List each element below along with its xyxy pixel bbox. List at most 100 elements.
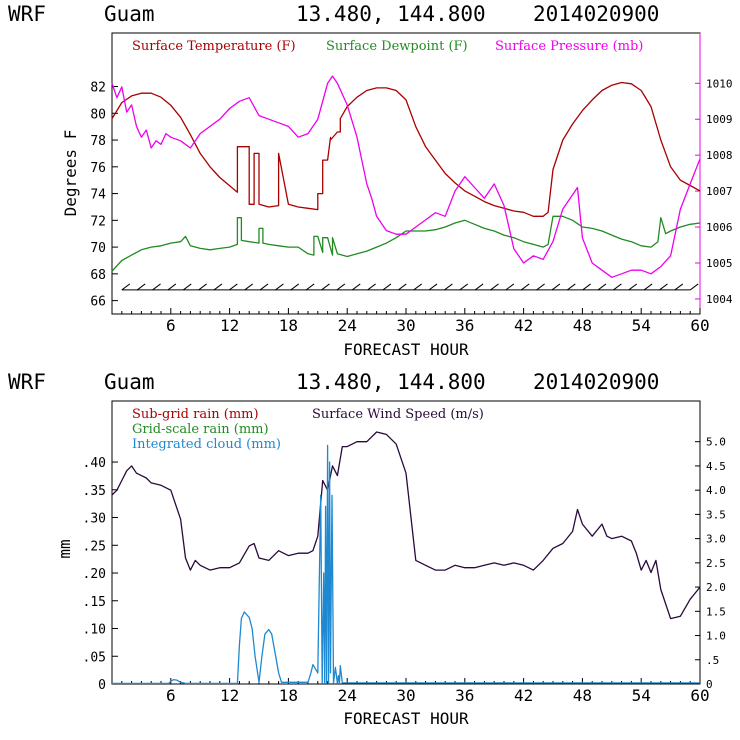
y2-tick-label: 3.0 — [706, 533, 726, 546]
bottom-legend: Sub-grid rain (mm) Surface Wind Speed (m… — [132, 407, 484, 452]
y-tick-label: 72 — [90, 214, 106, 229]
legend-dewpoint: Surface Dewpoint (F) — [326, 39, 468, 54]
y2-tick-label: 2.0 — [706, 581, 726, 594]
x-tick-label: 18 — [279, 316, 298, 335]
top-y-axis-title: Degrees F — [61, 130, 80, 217]
legend-subgrid-rain: Sub-grid rain (mm) — [132, 407, 259, 422]
bottom-header: WRF Guam 13.480, 144.800 2014020900 — [8, 370, 659, 394]
top-y2-ticks: 1004 1005 1006 1007 1008 1009 1010 — [695, 77, 733, 306]
wind-barb — [659, 283, 668, 291]
wind-barb — [428, 283, 438, 291]
y2-tick-label: 4.5 — [706, 460, 726, 473]
legend-gridscale-rain: Grid-scale rain (mm) — [132, 422, 269, 437]
wind-barb — [152, 283, 161, 291]
y2-tick-label: 1009 — [706, 113, 733, 126]
y2-tick-label: 4.0 — [706, 484, 726, 497]
x-tick-label: 54 — [632, 316, 651, 335]
wind-barb — [275, 283, 284, 291]
x-tick-label: 12 — [220, 686, 239, 705]
y-tick-label: .10 — [83, 623, 106, 638]
y-tick-label: 74 — [90, 188, 106, 203]
top-legend: Surface Temperature (F) Surface Dewpoint… — [132, 39, 643, 54]
x-tick-label: 36 — [455, 686, 474, 705]
wind-barb — [336, 283, 346, 291]
x-tick-label: 60 — [690, 686, 709, 705]
wind-barb — [121, 283, 131, 291]
y2-tick-label: 0 — [706, 678, 713, 691]
wind-barb — [613, 283, 622, 291]
wind-barb — [520, 283, 530, 291]
wind-barb — [444, 283, 453, 291]
legend-integrated-cloud: Integrated cloud (mm) — [132, 437, 281, 452]
y-tick-label: 0 — [98, 678, 106, 693]
y-tick-label: 68 — [90, 268, 106, 283]
x-tick-label: 24 — [338, 686, 357, 705]
y2-tick-label: 3.5 — [706, 508, 726, 521]
y2-tick-label: 5.0 — [706, 436, 726, 449]
wind-barb — [229, 283, 238, 291]
x-tick-label: 48 — [573, 316, 592, 335]
y2-tick-label: 1007 — [706, 185, 733, 198]
top-series-group — [111, 75, 701, 278]
wind-barb — [198, 283, 207, 291]
x-tick-label: 12 — [220, 316, 239, 335]
bottom-model-label: WRF — [8, 370, 46, 394]
top-init-label: 2014020900 — [533, 2, 659, 26]
bottom-x-axis-title: FORECAST HOUR — [343, 709, 469, 728]
wind-barb — [167, 283, 177, 291]
y-tick-label: .25 — [83, 539, 106, 554]
wind-barb — [413, 283, 422, 291]
top-location-label: Guam — [104, 2, 155, 26]
wind-barb — [213, 283, 223, 291]
x-tick-label: 30 — [396, 686, 415, 705]
x-tick-label: 18 — [279, 686, 298, 705]
bottom-y-ticks: 0 .05 .10 .15 .20 .25 .30 .35 .40 — [83, 456, 118, 693]
wind-barb — [244, 283, 253, 291]
wind-barb — [674, 283, 684, 291]
top-plot-frame — [111, 32, 701, 315]
wind-barb — [136, 283, 146, 291]
top-model-label: WRF — [8, 2, 46, 26]
wind-barb — [290, 283, 300, 291]
bottom-coords-label: 13.480, 144.800 — [296, 370, 486, 394]
y2-tick-label: 2.5 — [706, 557, 726, 570]
x-tick-label: 30 — [396, 316, 415, 335]
series-line-wind — [111, 431, 701, 620]
y-tick-label: .40 — [83, 456, 106, 471]
y2-tick-label: 1004 — [706, 293, 733, 306]
bottom-y2-ticks: 0 .5 1.0 1.5 2.0 2.5 3.0 3.5 4.0 4.5 5.0 — [695, 436, 726, 691]
y2-tick-label: 1005 — [706, 257, 733, 270]
y-tick-label: .20 — [83, 567, 106, 582]
series-line-cloud — [112, 444, 700, 685]
y2-tick-label: .5 — [706, 654, 719, 667]
bottom-init-label: 2014020900 — [533, 370, 659, 394]
x-tick-label: 6 — [166, 686, 176, 705]
bottom-series-group — [111, 431, 701, 685]
top-coords-label: 13.480, 144.800 — [296, 2, 486, 26]
wind-barb — [382, 283, 392, 291]
x-tick-label: 48 — [573, 686, 592, 705]
y-tick-label: .30 — [83, 512, 106, 527]
x-tick-label: 6 — [166, 316, 176, 335]
top-x-ticks: 6 12 18 24 30 36 42 48 54 60 — [121, 308, 710, 335]
bottom-x-ticks: 6 12 18 24 30 36 42 48 54 60 — [121, 678, 710, 705]
wind-barb — [474, 283, 484, 291]
y-tick-label: .15 — [83, 595, 106, 610]
wind-barb — [597, 283, 607, 291]
legend-wind-speed: Surface Wind Speed (m/s) — [312, 407, 484, 422]
wind-barb — [536, 283, 545, 291]
wind-barb — [551, 283, 561, 291]
wind-barb — [459, 283, 469, 291]
wind-barb — [505, 283, 515, 291]
legend-pressure: Surface Pressure (mb) — [495, 39, 643, 54]
top-x-axis-title: FORECAST HOUR — [343, 340, 469, 359]
wind-barb — [628, 283, 638, 291]
x-tick-label: 42 — [514, 686, 533, 705]
wind-barb — [321, 283, 330, 291]
wind-barb — [567, 283, 576, 291]
wind-barb — [398, 283, 407, 291]
wind-barb — [643, 283, 653, 291]
y2-tick-label: 1006 — [706, 221, 733, 234]
